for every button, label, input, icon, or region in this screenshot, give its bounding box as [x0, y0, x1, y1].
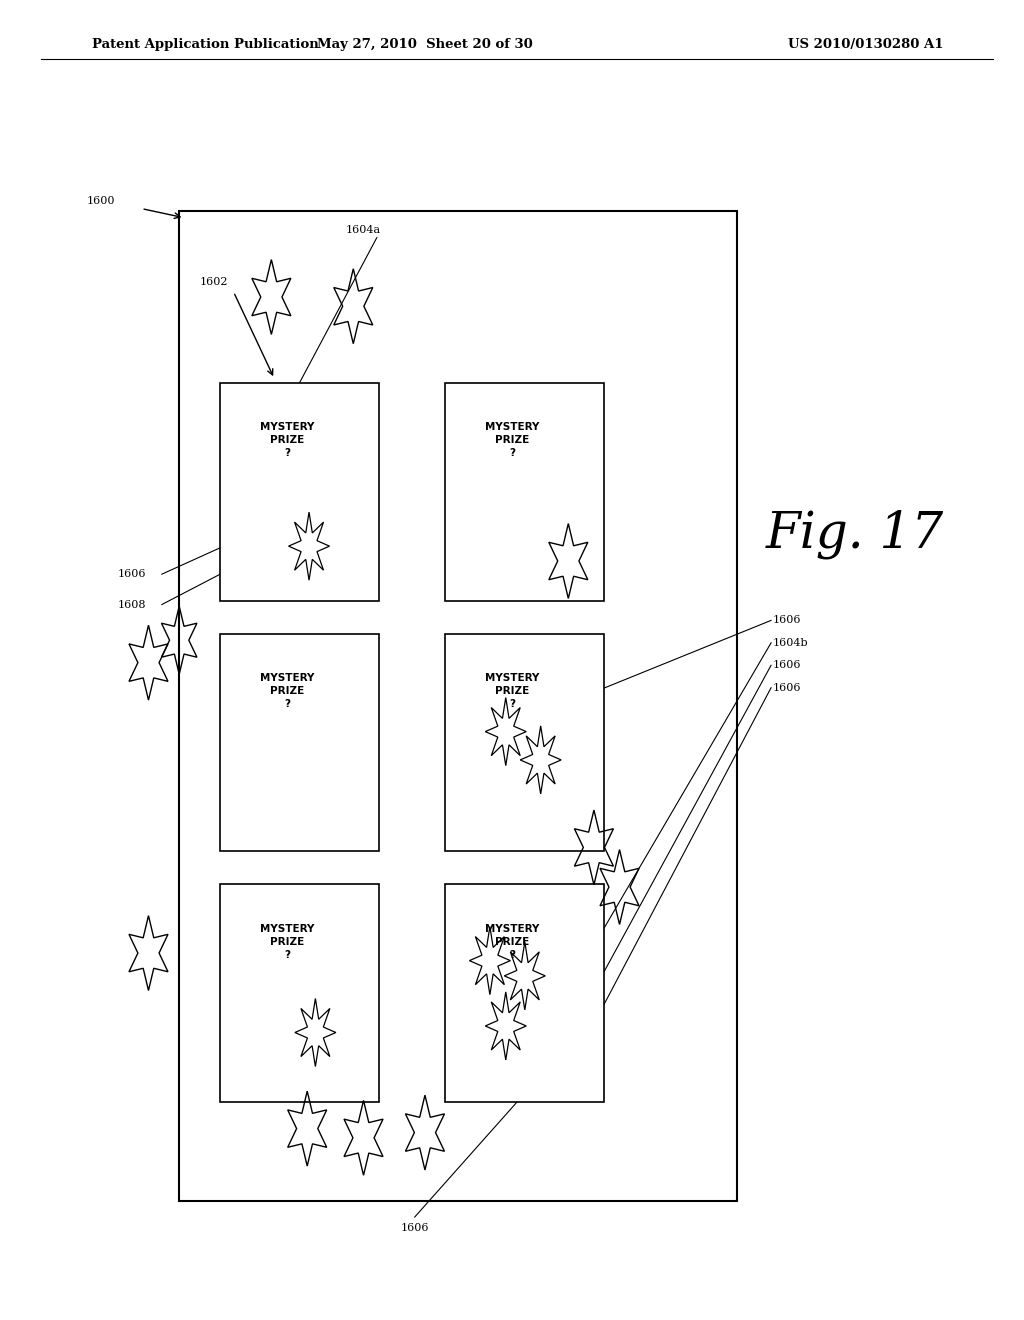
Text: 1606: 1606 — [773, 682, 802, 693]
Bar — [445, 884, 604, 1102]
Text: MYSTERY
PRIZE
?: MYSTERY PRIZE ? — [485, 673, 540, 709]
Text: 1608: 1608 — [118, 599, 146, 610]
Text: 1606: 1606 — [773, 615, 802, 626]
Bar — [220, 884, 379, 1102]
Text: 1602: 1602 — [200, 277, 228, 288]
Text: 1606: 1606 — [400, 1222, 429, 1233]
Bar — [445, 634, 604, 851]
Text: 1604b: 1604b — [773, 638, 809, 648]
Text: MYSTERY
PRIZE
?: MYSTERY PRIZE ? — [260, 924, 314, 960]
Text: US 2010/0130280 A1: US 2010/0130280 A1 — [788, 38, 944, 51]
Text: 1606: 1606 — [773, 660, 802, 671]
Text: 1606: 1606 — [118, 569, 146, 579]
Text: MYSTERY
PRIZE
?: MYSTERY PRIZE ? — [260, 422, 314, 458]
Text: Patent Application Publication: Patent Application Publication — [92, 38, 318, 51]
Text: MYSTERY
PRIZE
?: MYSTERY PRIZE ? — [260, 673, 314, 709]
Bar — [220, 634, 379, 851]
Text: 1604a: 1604a — [346, 224, 381, 235]
Bar — [220, 383, 379, 601]
Text: MYSTERY
PRIZE
?: MYSTERY PRIZE ? — [485, 422, 540, 458]
Bar — [445, 383, 604, 601]
Text: MYSTERY
PRIZE
?: MYSTERY PRIZE ? — [485, 924, 540, 960]
Text: Fig. 17: Fig. 17 — [766, 510, 944, 560]
Bar — [179, 211, 737, 1201]
Text: May 27, 2010  Sheet 20 of 30: May 27, 2010 Sheet 20 of 30 — [317, 38, 532, 51]
Text: 1600: 1600 — [87, 195, 116, 206]
